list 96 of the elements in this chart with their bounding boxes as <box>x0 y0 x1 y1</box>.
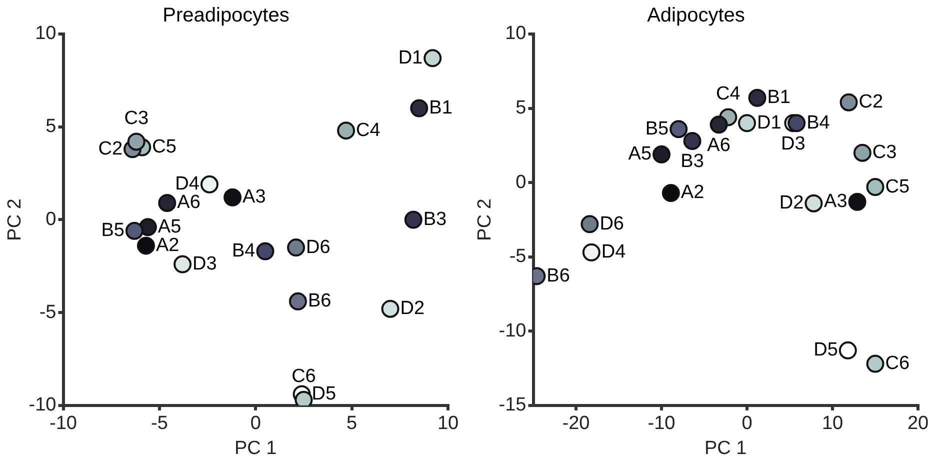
x-tick-label: -20 <box>562 413 590 434</box>
series-label: A5 <box>628 144 652 165</box>
x-tick-label: 20 <box>907 413 929 434</box>
series-label: A2 <box>156 234 180 256</box>
y-tick-label: -10 <box>498 320 526 342</box>
x-axis-title: PC 1 <box>234 438 277 459</box>
series-label: B6 <box>308 290 332 312</box>
point <box>848 192 866 211</box>
y-tick-label: -5 <box>39 302 56 323</box>
point <box>738 114 756 132</box>
point <box>580 215 599 234</box>
series-label: D1 <box>398 47 423 68</box>
series-label: B1 <box>767 87 791 108</box>
x-axis-title: PC 1 <box>704 438 747 459</box>
point <box>866 354 884 373</box>
x-tick-label: 0 <box>250 413 261 434</box>
point <box>224 188 242 206</box>
y-tick-label: -5 <box>509 246 526 268</box>
series-label: C4 <box>716 83 741 104</box>
x-tick-label: -5 <box>150 413 168 434</box>
series-label: A2 <box>680 182 704 204</box>
series-label: D6 <box>600 213 624 234</box>
series-label: A6 <box>707 134 730 156</box>
series-label: A5 <box>158 216 182 238</box>
point <box>853 144 872 162</box>
point <box>424 49 442 68</box>
series-label: B3 <box>680 151 704 172</box>
chart-title: Adipocytes <box>647 4 745 27</box>
point <box>670 120 688 138</box>
y-tick-label: 10 <box>505 23 526 44</box>
point <box>838 341 857 360</box>
series-label: B3 <box>423 208 447 230</box>
series-label: C5 <box>885 176 910 198</box>
y-tick-label: 5 <box>46 116 56 138</box>
point <box>840 93 858 112</box>
point <box>710 116 728 134</box>
series-label: D2 <box>779 192 804 214</box>
series-label: D3 <box>192 254 217 274</box>
point <box>662 184 680 202</box>
point <box>683 132 702 150</box>
chart-title: Preadipocytes <box>162 4 290 27</box>
y-tick-label: -10 <box>28 394 56 416</box>
point <box>381 300 400 318</box>
series-label: C5 <box>152 136 176 158</box>
series-label: D2 <box>400 298 425 320</box>
y-axis-title: PC 2 <box>474 198 496 241</box>
point <box>200 175 218 194</box>
series-label: C2 <box>858 92 884 113</box>
series-label: B4 <box>806 112 830 134</box>
point <box>788 114 806 132</box>
point <box>410 99 428 118</box>
series-label: A3 <box>242 186 266 208</box>
point <box>652 145 671 164</box>
series-label: A3 <box>824 191 848 212</box>
series-label: C6 <box>885 353 910 374</box>
series-label: C3 <box>872 142 897 164</box>
x-tick-label: 0 <box>742 413 752 434</box>
series-label: D1 <box>757 112 782 134</box>
series-label: C3 <box>124 108 149 129</box>
series-label: D4 <box>601 242 626 263</box>
y-tick-label: 10 <box>35 23 56 44</box>
point <box>174 255 192 274</box>
point <box>256 242 274 260</box>
point <box>404 210 422 229</box>
series-label: C4 <box>356 120 381 141</box>
point <box>748 88 766 107</box>
point <box>804 194 823 212</box>
series-label: D3 <box>781 133 806 154</box>
point <box>582 243 600 262</box>
x-tick-label: 10 <box>822 413 844 434</box>
series-label: D6 <box>306 236 330 258</box>
y-tick-label: -15 <box>498 394 526 416</box>
point <box>136 236 155 255</box>
series-label: D4 <box>175 174 200 195</box>
point <box>866 178 884 196</box>
x-tick-label: 5 <box>346 413 358 434</box>
series-label: B5 <box>645 118 669 140</box>
series-label: D5 <box>814 340 838 361</box>
y-axis-title: PC 2 <box>4 198 26 241</box>
series-label: B4 <box>232 240 256 262</box>
series-label: B1 <box>429 98 452 119</box>
x-tick-label: -10 <box>648 413 676 434</box>
point <box>288 292 307 310</box>
y-tick-label: 0 <box>516 172 526 193</box>
series-label: C2 <box>98 138 123 160</box>
point <box>125 222 144 240</box>
point <box>287 238 306 257</box>
point <box>127 132 146 151</box>
point <box>337 122 356 140</box>
y-tick-label: 0 <box>46 208 56 230</box>
series-label: B5 <box>101 220 124 242</box>
x-tick-label: 10 <box>437 413 459 434</box>
series-label: A6 <box>177 192 200 214</box>
point <box>158 194 176 212</box>
y-tick-label: 5 <box>516 98 526 119</box>
series-label: B6 <box>546 265 570 286</box>
